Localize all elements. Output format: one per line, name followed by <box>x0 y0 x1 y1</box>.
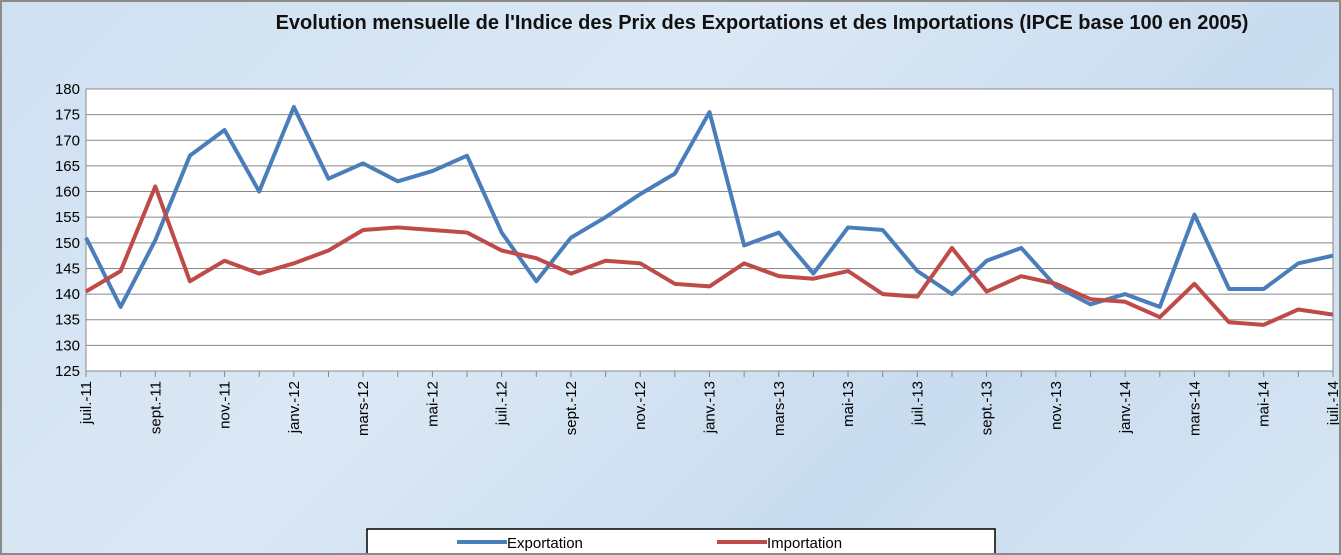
x-tick-label: janv.-14 <box>1117 381 1134 434</box>
legend-label: Exportation <box>507 535 583 552</box>
y-tick-label: 135 <box>55 312 80 329</box>
x-tick-label: juil.-14 <box>1325 381 1339 426</box>
y-tick-label: 170 <box>55 132 80 149</box>
y-tick-label: 140 <box>55 286 80 303</box>
y-tick-label: 125 <box>55 363 80 380</box>
x-tick-label: mai-13 <box>840 381 857 427</box>
y-tick-label: 150 <box>55 235 80 252</box>
legend-label: Importation <box>767 535 842 552</box>
x-tick-label: juil.-13 <box>909 381 926 426</box>
y-tick-label: 180 <box>55 81 80 98</box>
y-tick-label: 145 <box>55 260 80 277</box>
x-tick-label: mai-12 <box>424 381 441 427</box>
x-tick-label: juil.-12 <box>494 381 511 426</box>
x-tick-label: mars-14 <box>1186 381 1203 436</box>
x-tick-label: janv.-13 <box>702 381 719 434</box>
x-tick-label: juil.-11 <box>78 381 95 425</box>
x-tick-label: sept.-12 <box>563 381 580 435</box>
x-tick-label: mars-12 <box>355 381 372 436</box>
series-line <box>84 184 1334 327</box>
x-tick-label: nov.-11 <box>217 381 234 429</box>
y-tick-label: 175 <box>55 107 80 124</box>
x-tick-label: mai-14 <box>1256 381 1273 427</box>
x-tick-label: mars-13 <box>771 381 788 436</box>
x-tick-label: nov.-12 <box>632 381 649 430</box>
x-tick-label: sept.-11 <box>147 381 164 434</box>
y-tick-label: 155 <box>55 209 80 226</box>
x-tick-label: nov.-13 <box>1048 381 1065 430</box>
y-tick-label: 165 <box>55 158 80 175</box>
plot-area <box>85 88 1334 372</box>
y-tick-label: 160 <box>55 184 80 201</box>
series-line <box>84 104 1334 309</box>
x-tick-label: sept.-13 <box>979 381 996 435</box>
y-tick-label: 130 <box>55 337 80 354</box>
x-tick-label: janv.-12 <box>286 381 303 434</box>
chart-title: Evolution mensuelle de l'Indice des Prix… <box>275 12 1249 34</box>
